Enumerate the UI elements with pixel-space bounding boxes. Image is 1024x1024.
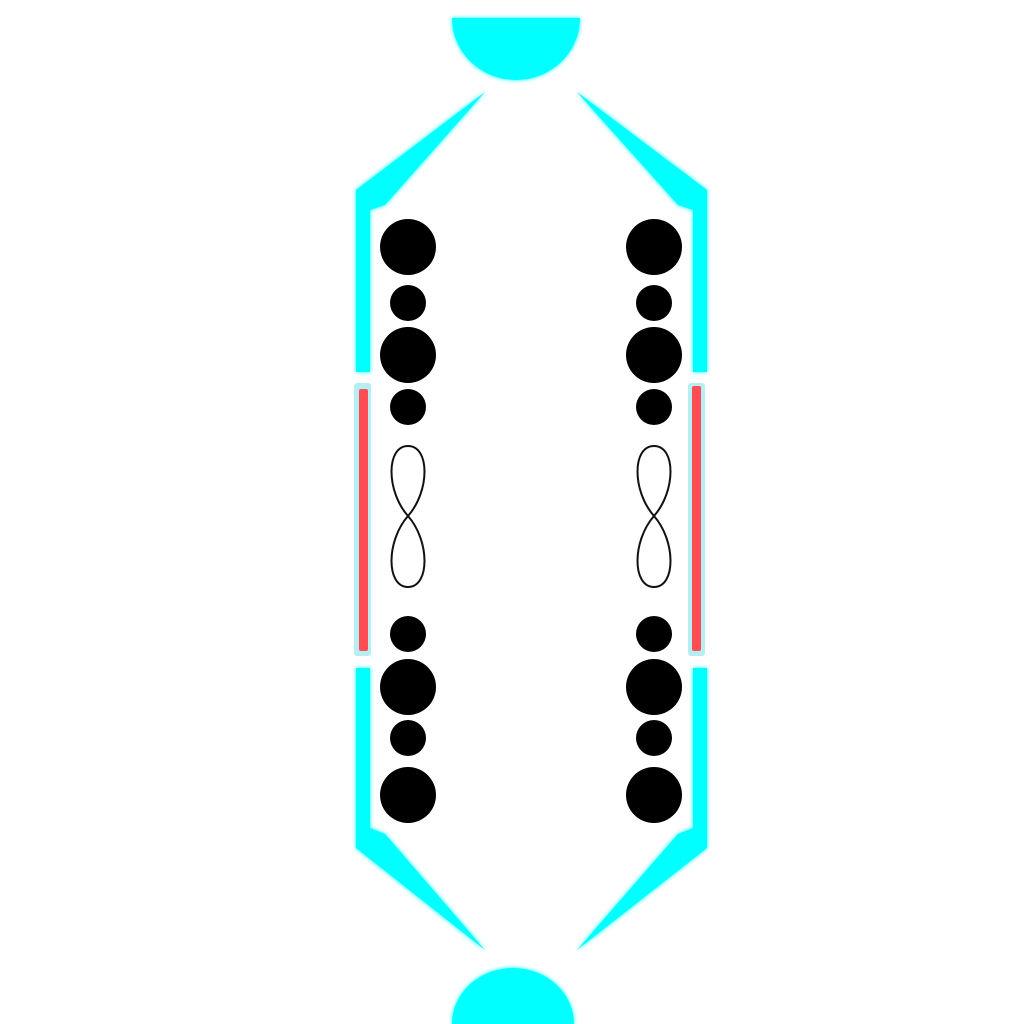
left-orb-bottom-3: [390, 720, 426, 756]
bottom-right-bumper: [577, 668, 707, 950]
right-infinity-icon: [636, 444, 672, 589]
top-left-bumper: [356, 92, 485, 372]
bottom-goal: [452, 968, 574, 1024]
top-goal: [452, 18, 580, 80]
right-gate: [692, 386, 701, 651]
right-orb-bottom-1: [636, 616, 672, 652]
goals: [452, 18, 580, 1024]
top-right-bumper: [577, 92, 707, 372]
bottom-left-bumper: [356, 668, 485, 950]
right-orb-bottom-2: [626, 659, 682, 715]
left-orb-top-1: [380, 219, 436, 275]
right-orb-bottom-3: [636, 720, 672, 756]
left-orb-bottom-4: [380, 767, 436, 823]
right-orb-top-2: [636, 285, 672, 321]
right-orb-top-1: [626, 219, 682, 275]
right-orb-top-4: [636, 389, 672, 425]
gates: [354, 383, 705, 656]
left-lane: [380, 219, 436, 823]
left-gate: [359, 389, 368, 651]
right-orb-bottom-4: [626, 767, 682, 823]
left-orb-top-3: [380, 327, 436, 383]
right-lane: [626, 219, 682, 823]
arena-walls: [356, 92, 707, 950]
left-infinity-icon: [390, 444, 426, 589]
left-orb-top-4: [390, 389, 426, 425]
right-orb-top-3: [626, 327, 682, 383]
left-orb-bottom-2: [380, 659, 436, 715]
left-orb-bottom-1: [390, 616, 426, 652]
left-orb-top-2: [390, 285, 426, 321]
